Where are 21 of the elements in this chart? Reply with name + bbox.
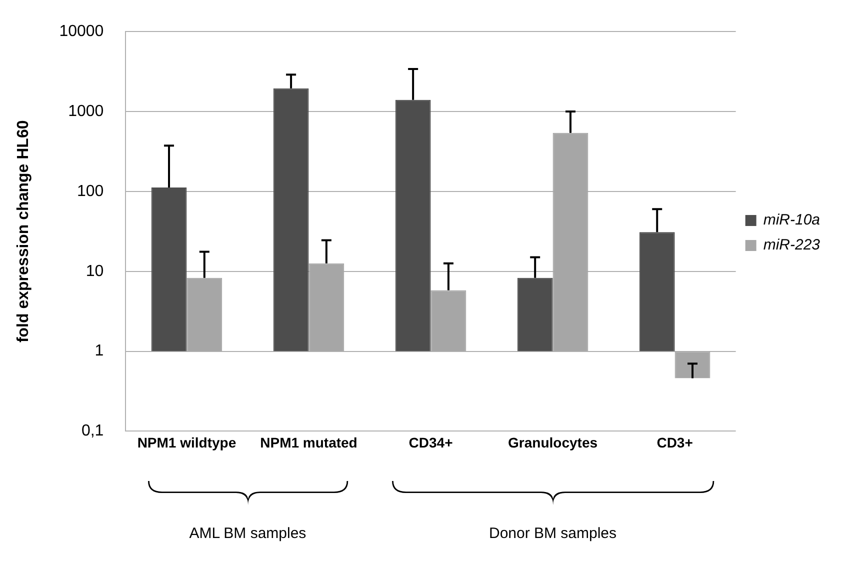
x-tick-label: NPM1 wildtype — [137, 434, 236, 450]
y-tick-label: 0,1 — [81, 422, 104, 440]
bar — [395, 100, 431, 352]
y-tick-label: 10000 — [59, 23, 104, 40]
y-axis-title: fold expression change HL60 — [15, 120, 32, 343]
bar — [151, 188, 187, 352]
x-tick-label: CD34+ — [408, 434, 453, 450]
x-tick-label: Granulocytes — [508, 434, 598, 450]
bar — [273, 88, 309, 352]
x-tick-label: NPM1 mutated — [260, 434, 358, 450]
y-tick-label: 10 — [86, 262, 104, 280]
legend-label: miR-223 — [763, 236, 821, 254]
x-tick-label: CD3+ — [656, 434, 693, 450]
y-tick-label: 1000 — [68, 102, 104, 120]
legend-label: miR-10a — [763, 212, 820, 229]
y-tick-label: 100 — [76, 182, 104, 200]
bar — [639, 232, 675, 352]
text: Donor BM samples — [488, 525, 618, 542]
text: AML BM samples — [188, 525, 308, 542]
y-tick-label: 1 — [94, 342, 104, 360]
bar — [517, 278, 553, 352]
